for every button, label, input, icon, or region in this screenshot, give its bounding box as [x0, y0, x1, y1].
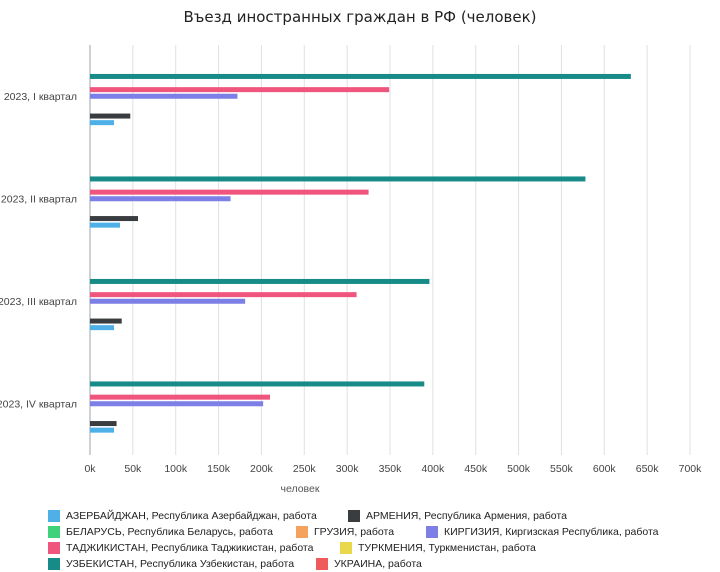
- legend-item-belarus[interactable]: БЕЛАРУСЬ, Республика Беларусь, работа: [48, 526, 296, 538]
- legend-swatch: [426, 526, 438, 538]
- legend-swatch: [316, 558, 328, 570]
- legend-row: ТАДЖИКИСТАН, Республика Таджикистан, раб…: [48, 540, 718, 556]
- bar: [90, 87, 390, 93]
- y-tick-label: 2023, IV квартал: [0, 398, 77, 410]
- legend-item-azerbaijan[interactable]: АЗЕРБАЙДЖАН, Республика Азербайджан, раб…: [48, 510, 348, 522]
- legend-label: ГРУЗИЯ, работа: [314, 526, 395, 538]
- legend-label: УЗБЕКИСТАН, Республика Узбекистан, работ…: [66, 558, 295, 570]
- legend-row: АЗЕРБАЙДЖАН, Республика Азербайджан, раб…: [48, 508, 718, 524]
- bar: [90, 318, 122, 324]
- bar: [90, 120, 114, 126]
- x-tick-label: 450k: [464, 463, 488, 475]
- bar: [90, 401, 264, 407]
- x-tick-label: 300k: [336, 463, 360, 475]
- legend-swatch: [340, 542, 352, 554]
- legend-label: ТАДЖИКИСТАН, Республика Таджикистан, раб…: [66, 542, 314, 554]
- x-tick-label: 200k: [250, 463, 274, 475]
- x-tick-label: 0k: [84, 463, 96, 475]
- bar: [90, 222, 120, 228]
- y-tick-label: 2023, I квартал: [4, 91, 77, 103]
- x-tick-label: 550k: [550, 463, 574, 475]
- x-tick-label: 500k: [507, 463, 531, 475]
- legend-item-ukraine[interactable]: УКРАИНА, работа: [316, 558, 422, 570]
- legend-label: ТУРКМЕНИЯ, Туркменистан, работа: [358, 542, 536, 554]
- x-tick-label: 100k: [164, 463, 188, 475]
- bar: [90, 292, 357, 298]
- legend-label: АРМЕНИЯ, Республика Армения, работа: [366, 510, 567, 522]
- legend-label: БЕЛАРУСЬ, Республика Беларусь, работа: [66, 526, 273, 538]
- legend-item-georgia[interactable]: ГРУЗИЯ, работа: [296, 526, 426, 538]
- legend-item-armenia[interactable]: АРМЕНИЯ, Республика Армения, работа: [348, 510, 567, 522]
- legend-item-turkmenistan[interactable]: ТУРКМЕНИЯ, Туркменистан, работа: [340, 542, 536, 554]
- x-tick-label: 650k: [636, 463, 660, 475]
- legend: АЗЕРБАЙДЖАН, Республика Азербайджан, раб…: [48, 508, 718, 572]
- x-tick-label: 600k: [593, 463, 617, 475]
- legend-label: УКРАИНА, работа: [334, 558, 422, 570]
- bar: [90, 421, 117, 427]
- bar: [90, 394, 270, 400]
- bar: [90, 427, 114, 433]
- bar-chart: 0k 50k 100k 150k 200k 250k 300k 350k 400k 450k 500…: [0, 45, 703, 495]
- legend-item-kyrgyzstan[interactable]: КИРГИЗИЯ, Киргизская Республика, работа: [426, 526, 659, 538]
- bar: [90, 298, 246, 304]
- y-tick-label: 2023, II квартал: [1, 193, 77, 205]
- x-tick-label: 50k: [124, 463, 142, 475]
- bar: [90, 278, 430, 284]
- y-tick-label: 2023, III квартал: [0, 296, 77, 308]
- legend-label: КИРГИЗИЯ, Киргизская Республика, работа: [444, 526, 659, 538]
- legend-swatch: [48, 526, 60, 538]
- x-tick-label: 700k: [679, 463, 703, 475]
- x-tick-label: 250k: [293, 463, 317, 475]
- bar: [90, 325, 114, 331]
- bar: [90, 196, 231, 202]
- legend-label: АЗЕРБАЙДЖАН, Республика Азербайджан, раб…: [66, 510, 317, 522]
- chart-title: Въезд иностранных граждан в РФ (человек): [183, 8, 537, 26]
- legend-item-tajikistan[interactable]: ТАДЖИКИСТАН, Республика Таджикистан, раб…: [48, 542, 340, 554]
- bar: [90, 176, 586, 182]
- legend-swatch: [48, 510, 60, 522]
- legend-row: УЗБЕКИСТАН, Республика Узбекистан, работ…: [48, 556, 718, 572]
- bar: [90, 73, 631, 79]
- legend-item-uzbekistan[interactable]: УЗБЕКИСТАН, Республика Узбекистан, работ…: [48, 558, 316, 570]
- bar: [90, 216, 138, 222]
- x-tick-label: 400k: [421, 463, 445, 475]
- legend-swatch: [48, 558, 60, 570]
- x-axis-label: человек: [281, 483, 320, 495]
- bar: [90, 381, 425, 387]
- bar: [90, 113, 131, 119]
- bar: [90, 189, 369, 195]
- x-tick-label: 350k: [379, 463, 403, 475]
- x-tick-label: 150k: [207, 463, 231, 475]
- legend-row: БЕЛАРУСЬ, Республика Беларусь, работа ГР…: [48, 524, 718, 540]
- legend-swatch: [48, 542, 60, 554]
- legend-swatch: [296, 526, 308, 538]
- bar: [90, 93, 238, 99]
- legend-swatch: [348, 510, 360, 522]
